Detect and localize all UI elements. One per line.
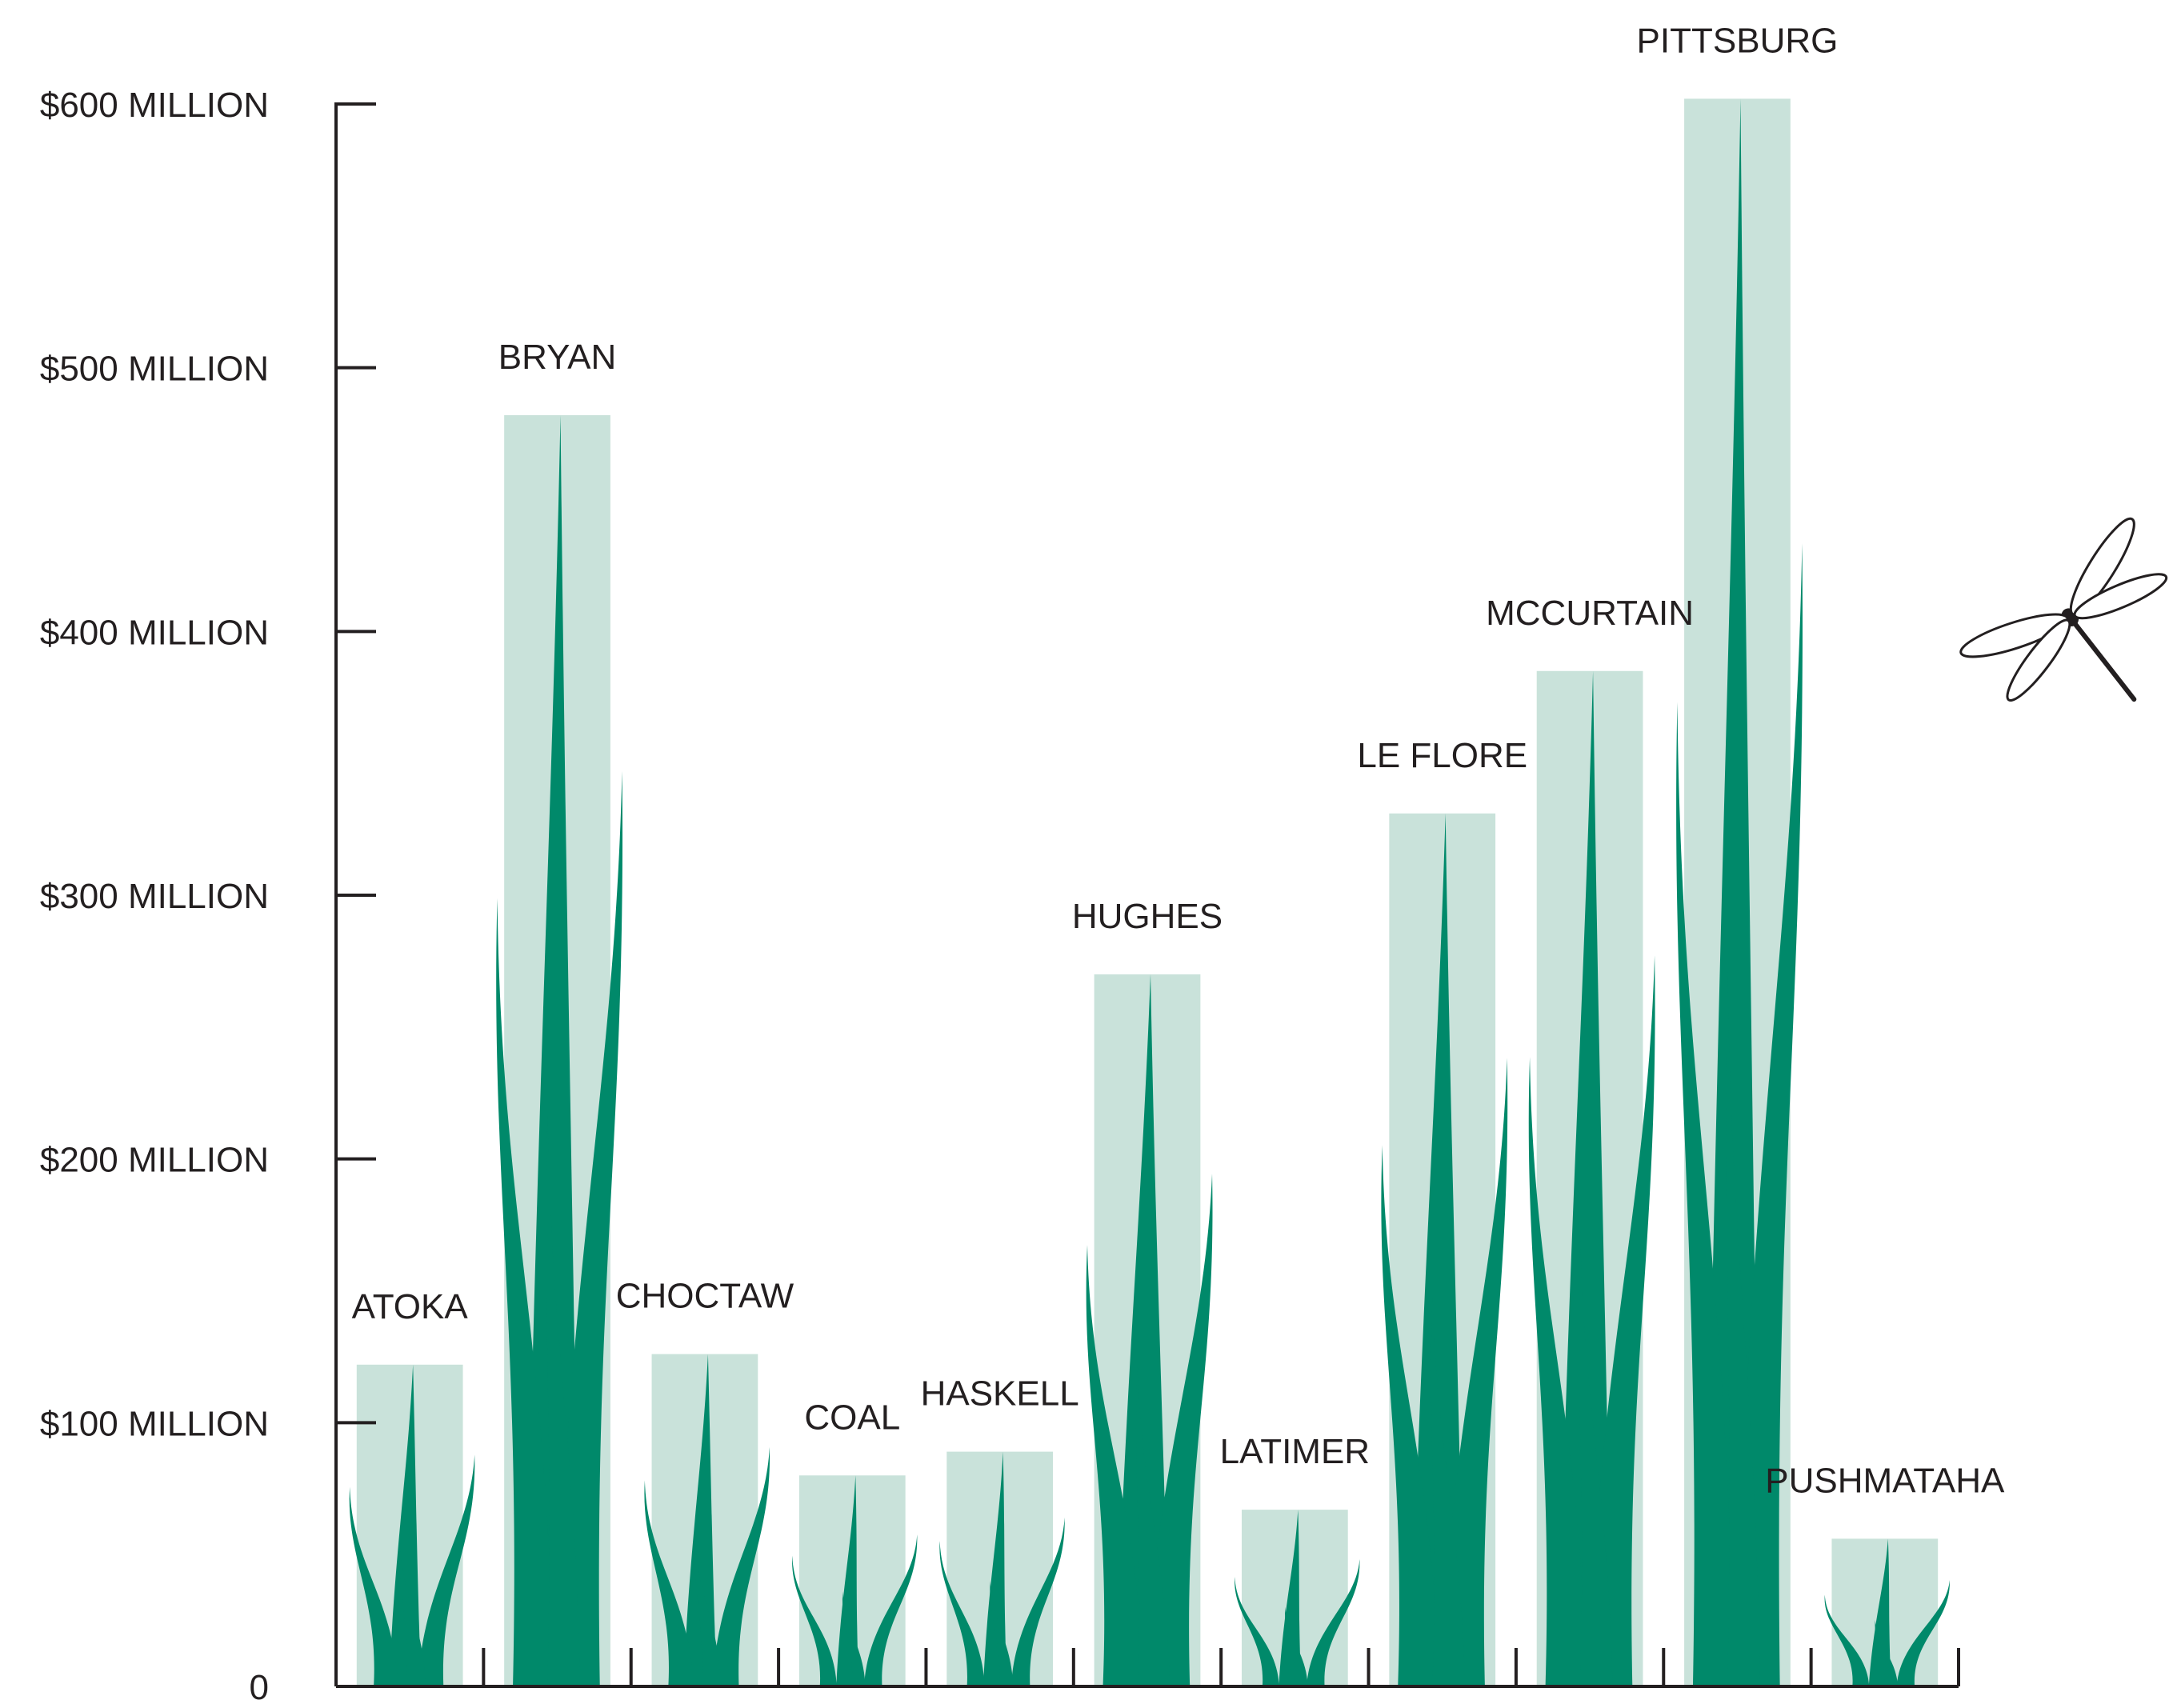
grass-blade <box>1824 1594 1870 1686</box>
grass-bryan <box>496 415 623 1687</box>
y-tick-label: $200 MILLION <box>40 1141 269 1180</box>
grass-blade <box>1285 1606 1308 1686</box>
bar-label: HASKELL <box>921 1374 1079 1414</box>
bar-label: ATOKA <box>352 1287 469 1326</box>
bar-label: LE FLORE <box>1357 736 1527 775</box>
grass-pittsburg <box>1676 98 1803 1687</box>
grass-blade <box>389 1364 422 1686</box>
grass-blade <box>349 1486 398 1686</box>
grass-blade <box>1441 1058 1508 1686</box>
grass-blade <box>1875 1619 1899 1686</box>
y-tick-label: $600 MILLION <box>40 86 269 125</box>
grass-blade <box>399 1542 426 1686</box>
grass-blade <box>556 770 623 1686</box>
grass-blade <box>1279 1510 1302 1686</box>
y-tick-label: $500 MILLION <box>40 350 269 389</box>
bar-label: LATIMER <box>1220 1432 1370 1471</box>
grass-blade <box>1868 1538 1891 1686</box>
grass-blade <box>1726 971 1760 1686</box>
grass-blade <box>644 1480 694 1686</box>
grass-mccurtain <box>1528 670 1655 1686</box>
grass-haskell <box>939 1451 1065 1686</box>
grass-atoka <box>349 1364 475 1686</box>
grass-blade <box>694 1537 722 1686</box>
grass-blade <box>712 1446 770 1686</box>
dragonfly-icon <box>1959 517 2168 702</box>
grass-pushmataha <box>1824 1538 1950 1686</box>
grass-blade <box>864 1534 918 1686</box>
y-tick-label: $400 MILLION <box>40 613 269 652</box>
grass-blade <box>1381 1145 1439 1686</box>
grass-blade <box>1705 98 1760 1687</box>
grass-blade <box>1135 1366 1171 1686</box>
grass-blade <box>1676 702 1734 1686</box>
grass-blade <box>418 1454 475 1686</box>
grass-blade <box>1431 1293 1466 1686</box>
grass-blade <box>1896 1580 1950 1686</box>
grass-illustrations <box>349 98 1950 1687</box>
grass-blade <box>683 1354 717 1686</box>
grass-coal <box>792 1475 918 1686</box>
bar-label: BRYAN <box>498 338 617 377</box>
grass-blade <box>546 1114 580 1686</box>
grass-blade <box>1588 955 1655 1686</box>
grass-blade <box>792 1555 837 1686</box>
grass-blade <box>1235 1577 1279 1686</box>
bar-label: COAL <box>804 1398 900 1437</box>
y-tick-label: $100 MILLION <box>40 1404 269 1443</box>
grass-blade <box>1115 974 1170 1686</box>
grass-blade <box>1579 1229 1613 1686</box>
grass-blade <box>939 1541 985 1686</box>
grass-le-flore <box>1381 813 1508 1686</box>
y-tick-label: 0 <box>250 1668 269 1707</box>
bar-label: MCCURTAIN <box>1486 594 1694 633</box>
grass-blade <box>1558 670 1613 1686</box>
bar-label: CHOCTAW <box>616 1277 794 1316</box>
grass-blade <box>1086 1245 1144 1686</box>
grass-blade <box>842 1591 866 1686</box>
grass-blade <box>496 898 554 1686</box>
grass-blade <box>1528 1057 1587 1686</box>
grass-latimer <box>1235 1510 1360 1686</box>
grass-blade <box>982 1451 1007 1686</box>
grass-blade <box>990 1580 1014 1686</box>
grass-blade <box>1410 813 1465 1686</box>
grass-choctaw <box>644 1354 770 1686</box>
grass-blade <box>1307 1558 1360 1686</box>
bar-label: HUGHES <box>1072 897 1223 936</box>
grass-hughes <box>1086 974 1213 1686</box>
bar-label: PUSHMATAHA <box>1765 1461 2005 1500</box>
grass-blade <box>1146 1174 1213 1686</box>
grass-blade <box>1736 543 1803 1686</box>
grass-blade <box>525 415 580 1687</box>
grass-blade <box>1010 1517 1065 1686</box>
y-tick-label: $300 MILLION <box>40 877 269 916</box>
bar-label: PITTSBURG <box>1637 21 1839 60</box>
labels-layer: ATOKA BRYAN CHOCTAW COAL HASKELL HUGHES LATIME… <box>40 21 2005 1707</box>
grass-blade <box>836 1475 859 1686</box>
axes <box>334 102 1960 1688</box>
